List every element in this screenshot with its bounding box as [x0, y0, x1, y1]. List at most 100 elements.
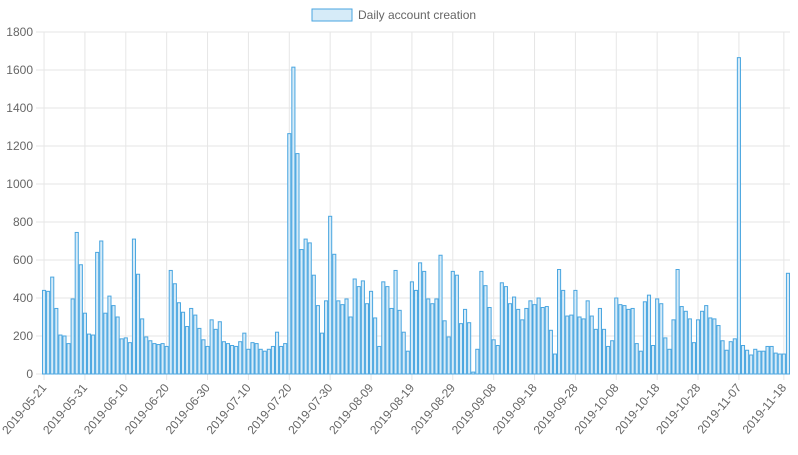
bar[interactable]	[148, 340, 153, 375]
bar[interactable]	[213, 328, 218, 375]
bar[interactable]	[475, 348, 480, 375]
bar[interactable]	[373, 317, 378, 375]
bar[interactable]	[180, 311, 186, 375]
bar[interactable]	[160, 343, 165, 375]
bar[interactable]	[340, 304, 345, 375]
bar[interactable]	[107, 295, 112, 375]
bar[interactable]	[221, 341, 226, 375]
bar[interactable]	[438, 254, 443, 375]
bar[interactable]	[683, 310, 688, 375]
bar[interactable]	[111, 305, 116, 375]
bar[interactable]	[103, 312, 108, 375]
bar[interactable]	[454, 274, 459, 375]
bar[interactable]	[606, 345, 611, 375]
bar[interactable]	[732, 338, 737, 375]
bar[interactable]	[311, 274, 316, 375]
bar[interactable]	[315, 305, 320, 375]
bar[interactable]	[483, 285, 488, 375]
bar[interactable]	[364, 303, 370, 375]
bar[interactable]	[544, 306, 549, 375]
bar[interactable]	[62, 335, 67, 375]
bar[interactable]	[409, 281, 414, 375]
bar[interactable]	[115, 316, 120, 375]
bar[interactable]	[209, 319, 214, 375]
bar[interactable]	[274, 331, 280, 375]
bar[interactable]	[610, 340, 615, 375]
bar[interactable]	[622, 305, 627, 375]
bar[interactable]	[569, 314, 574, 375]
bar[interactable]	[66, 343, 71, 375]
bar[interactable]	[131, 238, 137, 375]
bar[interactable]	[225, 343, 231, 375]
bar[interactable]	[548, 329, 553, 375]
bar[interactable]	[528, 300, 533, 375]
bar[interactable]	[197, 327, 202, 375]
bar[interactable]	[700, 310, 705, 375]
bar[interactable]	[503, 286, 508, 375]
bar[interactable]	[176, 302, 181, 375]
bar[interactable]	[585, 300, 590, 375]
bar[interactable]	[601, 328, 607, 375]
bar[interactable]	[761, 350, 766, 375]
bar[interactable]	[283, 343, 288, 375]
bar[interactable]	[430, 303, 435, 375]
bar[interactable]	[250, 342, 255, 375]
bar[interactable]	[46, 290, 51, 375]
bar[interactable]	[716, 325, 721, 375]
bar[interactable]	[319, 332, 325, 375]
bar[interactable]	[352, 278, 357, 375]
bar[interactable]	[675, 269, 680, 375]
bar[interactable]	[336, 300, 341, 375]
bar[interactable]	[638, 350, 643, 375]
bar[interactable]	[462, 308, 468, 375]
bar[interactable]	[168, 269, 173, 375]
bar[interactable]	[659, 303, 664, 375]
bar[interactable]	[736, 57, 741, 375]
bar[interactable]	[695, 319, 701, 375]
bar[interactable]	[58, 334, 63, 375]
bar[interactable]	[426, 298, 431, 375]
bar[interactable]	[185, 326, 190, 375]
bar[interactable]	[86, 333, 92, 375]
bar[interactable]	[499, 282, 504, 375]
bar[interactable]	[442, 320, 447, 375]
bar[interactable]	[532, 304, 537, 375]
bar[interactable]	[634, 343, 639, 375]
bar[interactable]	[82, 312, 87, 375]
bar[interactable]	[704, 305, 709, 375]
bar[interactable]	[777, 353, 782, 375]
bar[interactable]	[487, 307, 492, 375]
bar[interactable]	[512, 296, 517, 375]
bar[interactable]	[745, 349, 750, 375]
bar[interactable]	[434, 298, 439, 375]
bar[interactable]	[74, 231, 79, 375]
bar[interactable]	[630, 307, 635, 375]
bar[interactable]	[119, 338, 124, 375]
bar[interactable]	[393, 269, 398, 375]
bar[interactable]	[728, 341, 733, 375]
bar[interactable]	[230, 345, 235, 375]
bar[interactable]	[581, 318, 586, 375]
bar[interactable]	[691, 342, 696, 375]
bar[interactable]	[781, 353, 786, 375]
bar[interactable]	[753, 348, 758, 375]
bar[interactable]	[54, 307, 59, 375]
bar[interactable]	[401, 331, 406, 375]
bar[interactable]	[389, 307, 394, 375]
bar[interactable]	[140, 318, 145, 375]
bar[interactable]	[328, 215, 333, 375]
bar[interactable]	[270, 345, 275, 375]
bar[interactable]	[238, 341, 243, 375]
bar[interactable]	[765, 345, 770, 375]
bar[interactable]	[377, 345, 382, 375]
bar[interactable]	[597, 307, 602, 375]
bar[interactable]	[70, 298, 75, 375]
bar[interactable]	[385, 286, 390, 375]
bar[interactable]	[262, 350, 267, 375]
bar[interactable]	[785, 272, 791, 375]
bar[interactable]	[646, 294, 652, 375]
bar[interactable]	[360, 280, 365, 375]
bar[interactable]	[479, 270, 484, 375]
bar[interactable]	[663, 337, 668, 375]
bar[interactable]	[589, 315, 594, 375]
